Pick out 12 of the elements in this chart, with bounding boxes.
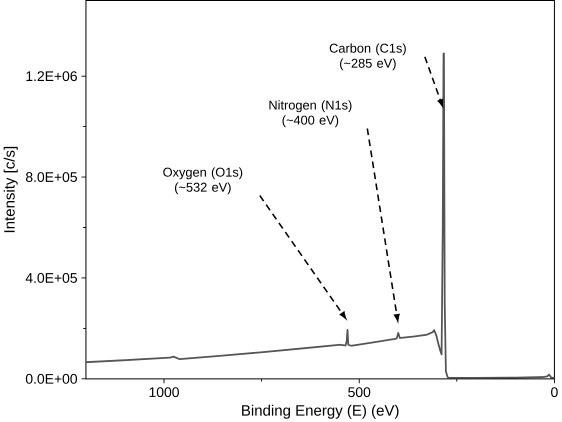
y-axis-title: Intensity [c/s] bbox=[4, 146, 18, 232]
x-axis-title: Binding Energy (E) (eV) bbox=[242, 404, 399, 419]
y-tick-label: 8.0E+05 bbox=[26, 172, 77, 182]
x-tick-label: 500 bbox=[348, 387, 370, 397]
y-tick-label: 0.0E+00 bbox=[26, 374, 78, 384]
x-tick-label: 0 bbox=[551, 387, 558, 397]
annotation: Nitrogen (N1s) (~400 eV) bbox=[269, 100, 352, 127]
x-tick-label: 1000 bbox=[150, 387, 179, 397]
annotation: Carbon (C1s) (~285 eV) bbox=[330, 43, 406, 70]
y-tick-label: 4.0E+05 bbox=[26, 272, 77, 283]
annotation: Oxygen (O1s) (~532 eV) bbox=[163, 167, 242, 194]
y-tick-label: 1.2E+06 bbox=[26, 71, 77, 81]
